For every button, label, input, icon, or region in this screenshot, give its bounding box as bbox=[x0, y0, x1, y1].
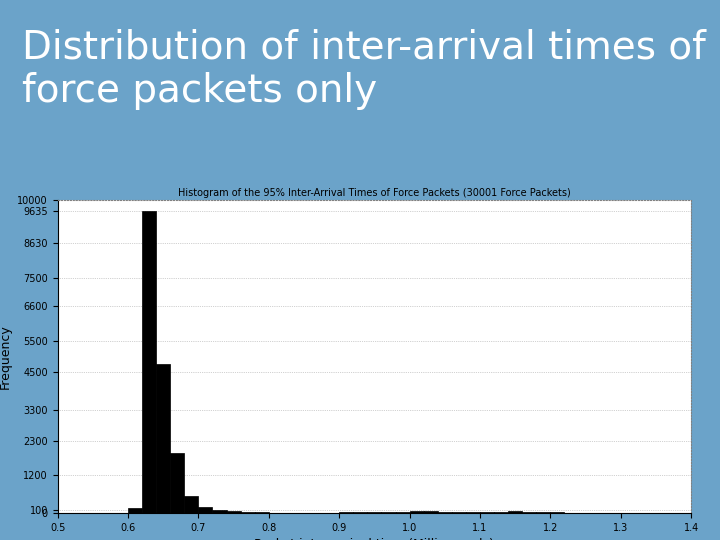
Bar bbox=[522, 511, 536, 513]
Bar bbox=[339, 512, 354, 513]
Bar bbox=[466, 512, 480, 513]
Bar bbox=[423, 511, 438, 513]
Bar bbox=[452, 512, 466, 513]
Bar bbox=[480, 512, 494, 513]
Text: Distribution of inter-arrival times of
force packets only: Distribution of inter-arrival times of f… bbox=[22, 28, 706, 110]
Bar bbox=[410, 511, 423, 513]
Bar bbox=[438, 511, 452, 513]
Bar bbox=[367, 512, 382, 513]
Bar bbox=[184, 496, 199, 513]
Bar bbox=[199, 507, 212, 513]
Bar bbox=[142, 211, 156, 513]
Bar bbox=[550, 512, 564, 513]
X-axis label: Packet inter-arrival time (Milliseconds): Packet inter-arrival time (Milliseconds) bbox=[254, 538, 495, 540]
Bar bbox=[128, 508, 142, 513]
Bar bbox=[212, 510, 227, 513]
Y-axis label: Frequency: Frequency bbox=[0, 324, 12, 389]
Bar bbox=[395, 512, 410, 513]
Bar bbox=[508, 511, 522, 513]
Bar bbox=[227, 511, 240, 513]
Bar bbox=[255, 512, 269, 513]
Bar bbox=[170, 454, 184, 513]
Bar bbox=[240, 512, 255, 513]
Title: Histogram of the 95% Inter-Arrival Times of Force Packets (30001 Force Packets): Histogram of the 95% Inter-Arrival Times… bbox=[178, 187, 571, 198]
Bar bbox=[382, 512, 395, 513]
Bar bbox=[536, 512, 550, 513]
Bar bbox=[354, 512, 367, 513]
Bar bbox=[156, 364, 170, 513]
Bar bbox=[494, 511, 508, 513]
